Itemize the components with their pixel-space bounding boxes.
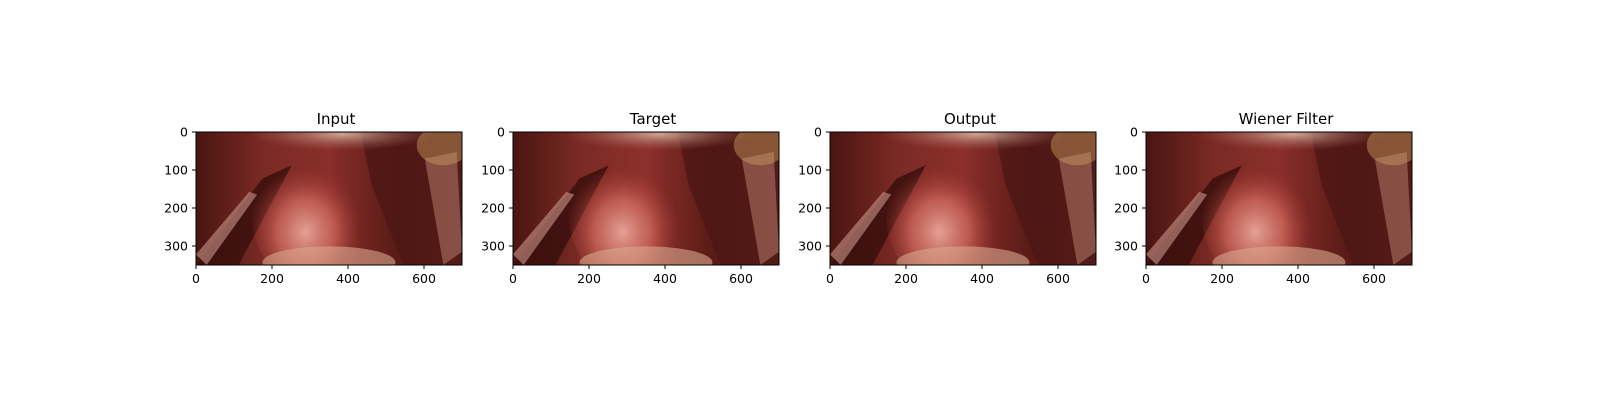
- x-tick-label: 200: [260, 271, 284, 286]
- panel-title: Wiener Filter: [1238, 110, 1334, 128]
- panel-target: Target 0 200 400 600 0 100 200 300: [477, 0, 797, 400]
- x-tick-label: 600: [1362, 271, 1386, 286]
- axes-frame: [1145, 131, 1413, 266]
- y-tick-label: 100: [1114, 163, 1138, 178]
- panel-title: Output: [943, 110, 997, 128]
- axes: 0 200 400 600 0 100 200 300: [164, 125, 463, 286]
- panel-output: Output 0 200 400 600 0 100 200 300: [794, 0, 1114, 400]
- y-tick-label: 300: [164, 239, 188, 254]
- axes: 0 200 400 600 0 100 200 300: [481, 125, 780, 286]
- axes-frame: [512, 131, 780, 266]
- x-tick-label: 0: [509, 271, 517, 286]
- y-tick-label: 100: [481, 163, 505, 178]
- x-tick-label: 0: [826, 271, 834, 286]
- image-surgical-endoscopy-frame: [196, 132, 462, 265]
- panel-wiener-filter: Wiener Filter 0 200 400 600 0 100 200 300: [1110, 0, 1430, 400]
- axes: 0 200 400 600 0 100 200 300: [1114, 125, 1413, 286]
- x-tick-label: 600: [412, 271, 436, 286]
- x-tick-label: 0: [1142, 271, 1150, 286]
- axes-frame: [195, 131, 463, 266]
- x-tick-label: 0: [192, 271, 200, 286]
- y-tick-label: 200: [1114, 201, 1138, 216]
- x-tick-label: 400: [1286, 271, 1310, 286]
- y-tick-label: 0: [814, 125, 822, 140]
- axes: 0 200 400 600 0 100 200 300: [798, 125, 1097, 286]
- y-tick-label: 0: [180, 125, 188, 140]
- panel-title: Target: [629, 110, 677, 128]
- x-tick-label: 400: [653, 271, 677, 286]
- image-surgical-endoscopy-frame: [1146, 132, 1412, 265]
- y-tick-label: 200: [164, 201, 188, 216]
- x-tick-label: 600: [1046, 271, 1070, 286]
- image-surgical-endoscopy-frame: [830, 132, 1096, 265]
- image-surgical-endoscopy-frame: [513, 132, 779, 265]
- y-tick-label: 100: [164, 163, 188, 178]
- x-tick-label: 200: [894, 271, 918, 286]
- x-tick-label: 200: [577, 271, 601, 286]
- y-tick-label: 200: [798, 201, 822, 216]
- y-tick-label: 300: [1114, 239, 1138, 254]
- y-tick-label: 300: [798, 239, 822, 254]
- x-tick-label: 600: [729, 271, 753, 286]
- y-tick-label: 200: [481, 201, 505, 216]
- y-tick-label: 0: [497, 125, 505, 140]
- x-tick-label: 200: [1210, 271, 1234, 286]
- y-tick-label: 100: [798, 163, 822, 178]
- x-tick-label: 400: [336, 271, 360, 286]
- y-tick-label: 300: [481, 239, 505, 254]
- panel-title: Input: [316, 110, 356, 128]
- panel-input: Input 0 200 400 600 0 100 200 300: [160, 0, 480, 400]
- axes-frame: [829, 131, 1097, 266]
- y-tick-label: 0: [1130, 125, 1138, 140]
- x-tick-label: 400: [970, 271, 994, 286]
